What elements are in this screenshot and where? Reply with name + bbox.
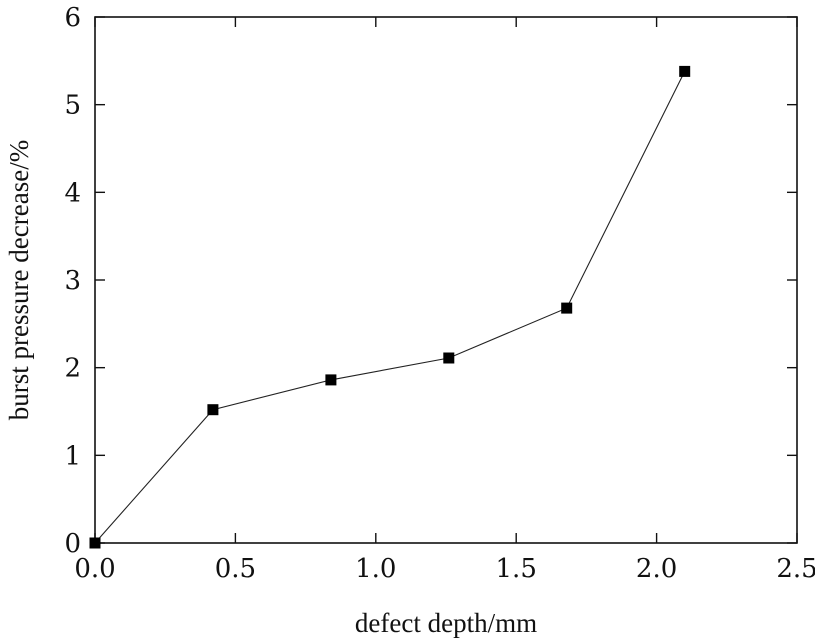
- data-point-marker: [89, 537, 101, 549]
- data-point-marker: [679, 65, 691, 77]
- x-tick-label: 0.0: [74, 554, 115, 584]
- data-point-marker: [443, 352, 455, 364]
- plot-area: [94, 16, 798, 544]
- x-tick-label: 1.0: [355, 554, 396, 584]
- x-axis-label: defect depth/mm: [355, 608, 537, 638]
- y-tick-label: 2: [64, 354, 81, 384]
- y-tick-label: 5: [64, 91, 81, 121]
- y-axis-label: burst pressure decrease/%: [4, 140, 34, 420]
- y-tick-label: 0: [64, 529, 81, 559]
- data-point-marker: [561, 302, 573, 314]
- x-tick-label: 0.5: [215, 554, 256, 584]
- data-point-marker: [325, 374, 337, 386]
- y-tick-label: 6: [64, 3, 81, 33]
- y-tick-label: 4: [64, 178, 81, 208]
- y-tick-label: 1: [64, 441, 81, 471]
- x-tick-label: 2.0: [636, 554, 677, 584]
- series-line: [94, 71, 686, 544]
- x-tick-label: 2.5: [776, 554, 815, 584]
- data-series: [89, 65, 691, 549]
- plot-border: [94, 16, 798, 544]
- x-axis: 0.0 0.5 1.0 1.5 2.0 2.5: [74, 17, 815, 584]
- y-tick-label: 3: [64, 266, 81, 296]
- x-tick-label: 1.5: [496, 554, 537, 584]
- y-axis: 0 1 2 3 4 5 6: [64, 3, 797, 559]
- data-point-marker: [207, 404, 219, 416]
